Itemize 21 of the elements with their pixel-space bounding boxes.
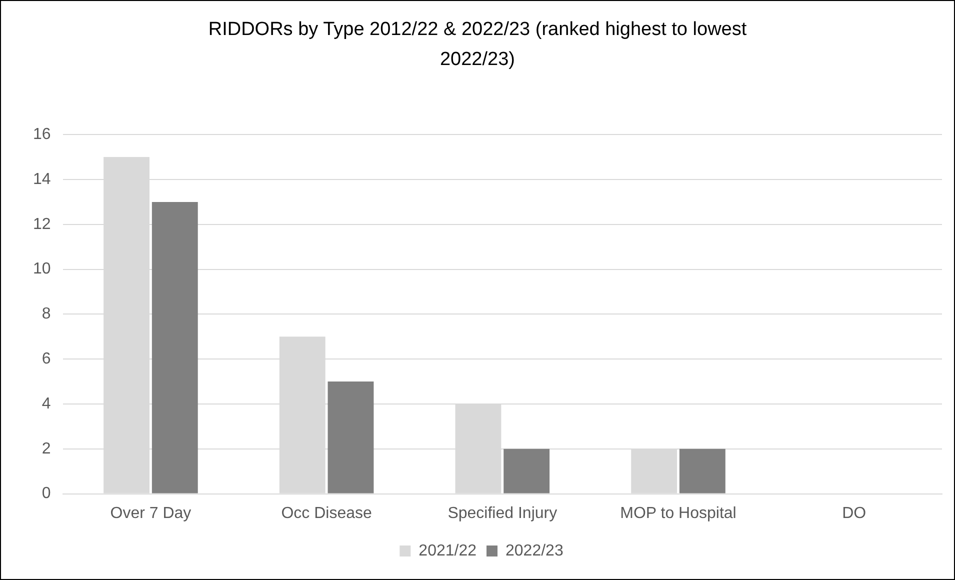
bar	[328, 382, 374, 494]
bar	[679, 448, 726, 494]
y-tick-label: 2	[42, 440, 51, 458]
x-tick-label: MOP to Hospital	[620, 504, 736, 522]
bar	[152, 202, 198, 494]
y-tick-label: 8	[42, 306, 51, 323]
y-tick-label: 14	[33, 170, 51, 188]
x-tick-label: Specified Injury	[448, 504, 558, 522]
x-tick-label: Occ Disease	[281, 504, 372, 522]
y-tick-label: 0	[42, 485, 51, 502]
x-tick-label: DO	[842, 504, 866, 522]
legend-label: 2022/23	[506, 542, 564, 560]
legend-label: 2021/22	[418, 542, 477, 560]
y-tick-label: 4	[42, 395, 51, 412]
x-tick-label: Over 7 Day	[110, 504, 192, 522]
y-tick-label: 16	[33, 126, 51, 144]
y-tick-label: 10	[33, 260, 51, 278]
y-tick-label: 6	[42, 350, 51, 368]
bar	[504, 448, 550, 494]
y-tick-label: 12	[33, 216, 51, 233]
chart-title: RIDDORs by Type 2012/22 & 2022/23 (ranked highest to lowest 2022/23)	[207, 18, 748, 72]
